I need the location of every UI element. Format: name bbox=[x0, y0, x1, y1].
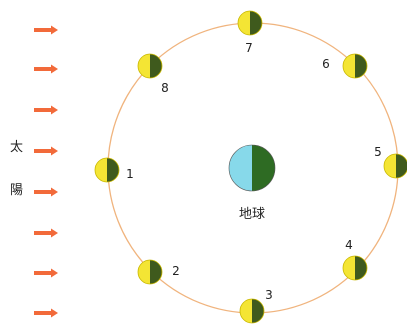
moon-outline bbox=[342, 53, 368, 79]
sunlight-arrows bbox=[34, 25, 58, 318]
moon-lit-half bbox=[240, 299, 252, 323]
moon-position-label: 1 bbox=[126, 167, 134, 181]
moon-lit-half bbox=[343, 54, 355, 78]
moon-lit-half bbox=[384, 154, 396, 178]
moon-outline bbox=[237, 10, 263, 36]
moon-dark-half bbox=[396, 154, 407, 178]
moon-dark-half bbox=[355, 256, 367, 280]
moon-dark-half bbox=[252, 299, 264, 323]
moon-dark-half bbox=[150, 260, 162, 284]
moon-lit-half bbox=[138, 54, 150, 78]
moon-dark-half bbox=[250, 11, 262, 35]
earth-outline bbox=[228, 144, 276, 192]
moon-lit-half bbox=[138, 260, 150, 284]
sunlight-arrow bbox=[34, 308, 58, 318]
sunlight-arrow bbox=[34, 187, 58, 197]
moon-position-label: 8 bbox=[161, 81, 169, 95]
sunlight-arrow bbox=[34, 64, 58, 74]
moon-lit-half bbox=[95, 158, 107, 182]
moon-outline bbox=[137, 53, 163, 79]
sunlight-arrow bbox=[34, 228, 58, 238]
moon-2: 2 bbox=[137, 259, 180, 285]
moon-4: 4 bbox=[342, 238, 368, 281]
moon-lit-half bbox=[343, 256, 355, 280]
moon-position-label: 6 bbox=[322, 57, 330, 71]
earth-night-side bbox=[252, 145, 275, 191]
moon-outline bbox=[342, 255, 368, 281]
moons: 1 2 3 4 5 6 7 8 bbox=[94, 10, 407, 324]
moon-position-label: 4 bbox=[345, 238, 353, 252]
sunlight-arrow bbox=[34, 268, 58, 278]
moon-6: 6 bbox=[322, 53, 368, 79]
moon-5: 5 bbox=[374, 145, 407, 179]
moon-dark-half bbox=[107, 158, 119, 182]
moon-1: 1 bbox=[94, 157, 134, 183]
moon-position-label: 3 bbox=[265, 288, 273, 302]
earth bbox=[228, 144, 276, 192]
moon-outline bbox=[137, 259, 163, 285]
moon-position-label: 2 bbox=[172, 264, 180, 278]
moon-3: 3 bbox=[239, 288, 273, 324]
moon-position-label: 7 bbox=[245, 41, 253, 55]
moon-outline bbox=[383, 153, 407, 179]
moon-7: 7 bbox=[237, 10, 263, 55]
sun-label-bottom: 陽 bbox=[10, 183, 23, 198]
moon-dark-half bbox=[355, 54, 367, 78]
moon-outline bbox=[239, 298, 265, 324]
sunlight-arrow bbox=[34, 146, 58, 156]
moon-position-label: 5 bbox=[374, 145, 382, 159]
sun-label-top: 太 bbox=[10, 140, 23, 155]
moon-dark-half bbox=[150, 54, 162, 78]
moon-lit-half bbox=[238, 11, 250, 35]
moon-8: 8 bbox=[137, 53, 169, 95]
earth-day-side bbox=[229, 145, 252, 191]
sunlight-arrow bbox=[34, 25, 58, 35]
earth-label: 地球 bbox=[239, 207, 265, 222]
moon-outline bbox=[94, 157, 120, 183]
sunlight-arrow bbox=[34, 105, 58, 115]
